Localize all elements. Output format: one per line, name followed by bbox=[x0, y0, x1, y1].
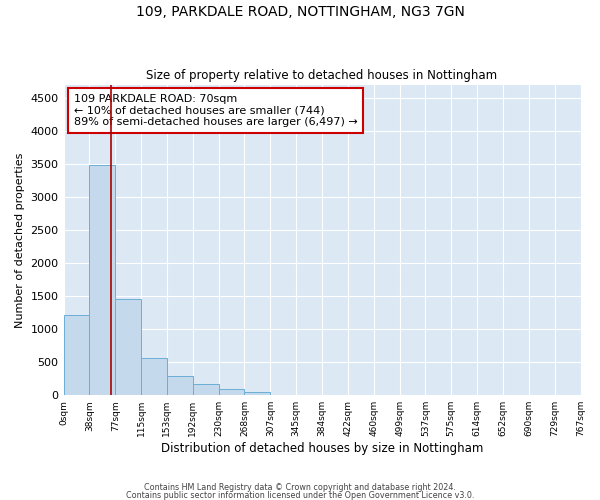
Bar bbox=[193, 384, 218, 395]
Bar bbox=[167, 376, 193, 395]
Y-axis label: Number of detached properties: Number of detached properties bbox=[15, 152, 25, 328]
Bar bbox=[218, 388, 244, 395]
Bar bbox=[296, 394, 322, 395]
Text: Contains public sector information licensed under the Open Government Licence v3: Contains public sector information licen… bbox=[126, 490, 474, 500]
Title: Size of property relative to detached houses in Nottingham: Size of property relative to detached ho… bbox=[146, 69, 497, 82]
Bar bbox=[89, 165, 115, 395]
Bar bbox=[115, 300, 141, 395]
Bar bbox=[64, 314, 89, 395]
Bar bbox=[244, 392, 271, 395]
Bar bbox=[141, 358, 167, 395]
Text: 109 PARKDALE ROAD: 70sqm
← 10% of detached houses are smaller (744)
89% of semi-: 109 PARKDALE ROAD: 70sqm ← 10% of detach… bbox=[74, 94, 358, 127]
X-axis label: Distribution of detached houses by size in Nottingham: Distribution of detached houses by size … bbox=[161, 442, 483, 455]
Bar bbox=[271, 394, 296, 395]
Bar bbox=[348, 394, 374, 395]
Text: 109, PARKDALE ROAD, NOTTINGHAM, NG3 7GN: 109, PARKDALE ROAD, NOTTINGHAM, NG3 7GN bbox=[136, 5, 464, 19]
Text: Contains HM Land Registry data © Crown copyright and database right 2024.: Contains HM Land Registry data © Crown c… bbox=[144, 484, 456, 492]
